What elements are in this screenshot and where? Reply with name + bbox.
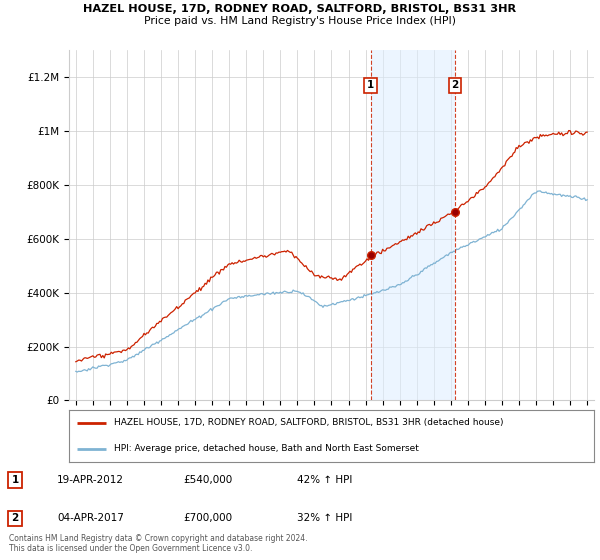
Text: HPI: Average price, detached house, Bath and North East Somerset: HPI: Average price, detached house, Bath… [113, 444, 419, 453]
Text: 19-APR-2012: 19-APR-2012 [57, 475, 124, 486]
Text: 42% ↑ HPI: 42% ↑ HPI [297, 475, 352, 486]
Text: HAZEL HOUSE, 17D, RODNEY ROAD, SALTFORD, BRISTOL, BS31 3HR (detached house): HAZEL HOUSE, 17D, RODNEY ROAD, SALTFORD,… [113, 418, 503, 427]
Text: 04-APR-2017: 04-APR-2017 [57, 514, 124, 524]
Text: £540,000: £540,000 [183, 475, 232, 486]
Text: Contains HM Land Registry data © Crown copyright and database right 2024.
This d: Contains HM Land Registry data © Crown c… [9, 534, 308, 553]
Text: 32% ↑ HPI: 32% ↑ HPI [297, 514, 352, 524]
Text: HAZEL HOUSE, 17D, RODNEY ROAD, SALTFORD, BRISTOL, BS31 3HR: HAZEL HOUSE, 17D, RODNEY ROAD, SALTFORD,… [83, 4, 517, 14]
Text: 2: 2 [451, 81, 459, 90]
Text: 1: 1 [367, 81, 374, 90]
Text: 2: 2 [11, 514, 19, 524]
Text: £700,000: £700,000 [183, 514, 232, 524]
Text: 1: 1 [11, 475, 19, 486]
Bar [371, 50, 455, 400]
Text: Price paid vs. HM Land Registry's House Price Index (HPI): Price paid vs. HM Land Registry's House … [144, 16, 456, 26]
